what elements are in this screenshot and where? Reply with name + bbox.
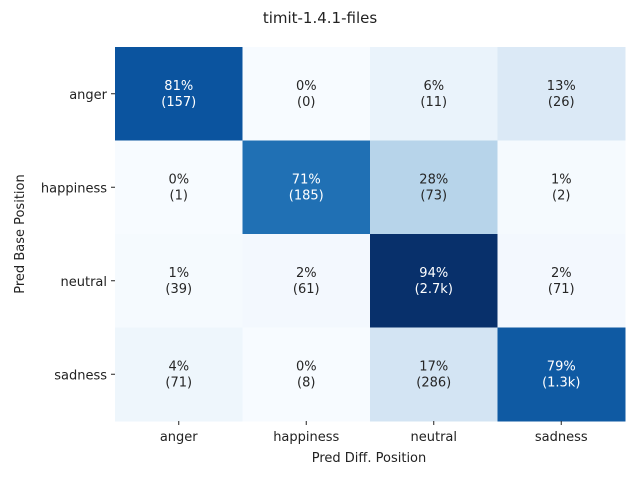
heatmap-cell [242, 234, 371, 328]
x-tick-label: sadness [535, 430, 588, 445]
cell-count-label: (71) [165, 375, 192, 390]
heatmap-cell [370, 327, 498, 422]
cell-percent-label: 2% [296, 266, 317, 281]
y-tick-label: happiness [41, 181, 107, 196]
heatmap-cell [370, 47, 498, 141]
y-tick-label: sadness [54, 368, 107, 383]
cell-percent-label: 79% [547, 359, 576, 374]
cell-count-label: (286) [416, 375, 451, 390]
cell-count-label: (71) [548, 282, 575, 297]
cell-count-label: (1) [170, 188, 188, 203]
heatmap-cell [242, 327, 371, 422]
cell-percent-label: 71% [292, 172, 321, 187]
cell-percent-label: 13% [547, 79, 576, 94]
heatmap-cell [497, 140, 626, 235]
heatmap-cell [115, 234, 243, 328]
cell-count-label: (157) [161, 95, 196, 110]
heatmap-cell [242, 47, 371, 141]
heatmap-cell [242, 140, 371, 235]
cell-count-label: (8) [297, 375, 315, 390]
heatmap-cell [370, 140, 498, 235]
x-tick-label: anger [160, 430, 198, 445]
cell-percent-label: 4% [168, 359, 189, 374]
cell-count-label: (61) [293, 282, 320, 297]
y-axis-label: Pred Base Position [13, 174, 28, 293]
cell-percent-label: 2% [551, 266, 572, 281]
cell-percent-label: 0% [168, 172, 189, 187]
cell-count-label: (2) [552, 188, 570, 203]
cell-count-label: (26) [548, 95, 575, 110]
cell-percent-label: 81% [164, 79, 193, 94]
x-axis-label: Pred Diff. Position [312, 451, 427, 466]
cell-percent-label: 0% [296, 359, 317, 374]
chart-title: timit-1.4.1-files [263, 9, 378, 27]
cell-percent-label: 1% [168, 266, 189, 281]
cell-percent-label: 0% [296, 79, 317, 94]
cell-percent-label: 6% [423, 79, 444, 94]
cell-percent-label: 28% [419, 172, 448, 187]
cell-percent-label: 17% [419, 359, 448, 374]
y-tick-label: anger [69, 88, 107, 103]
y-tick-label: neutral [61, 275, 108, 290]
cell-count-label: (39) [165, 282, 192, 297]
axis-ticks: anger happiness neutral sadness anger happine… [41, 88, 588, 445]
heatmap-cell [497, 234, 626, 328]
heatmap-cell [497, 47, 626, 141]
cell-count-label: (1.3k) [542, 375, 580, 390]
heatmap-cells: 81%(157)0%(0)6%(11)13%(26)0%(1)71%(185)2… [115, 47, 626, 422]
heatmap-cell [497, 327, 626, 422]
cell-count-label: (185) [289, 188, 324, 203]
x-tick-label: happiness [273, 430, 339, 445]
heatmap-cell [370, 234, 498, 328]
cell-count-label: (0) [297, 95, 315, 110]
cell-count-label: (11) [420, 95, 447, 110]
cell-percent-label: 1% [551, 172, 572, 187]
x-tick-label: neutral [411, 430, 458, 445]
cell-percent-label: 94% [419, 266, 448, 281]
cell-count-label: (2.7k) [415, 282, 453, 297]
heatmap-cell [115, 327, 243, 422]
heatmap-cell [115, 47, 243, 141]
heatmap-cell [115, 140, 243, 235]
cell-count-label: (73) [420, 188, 447, 203]
